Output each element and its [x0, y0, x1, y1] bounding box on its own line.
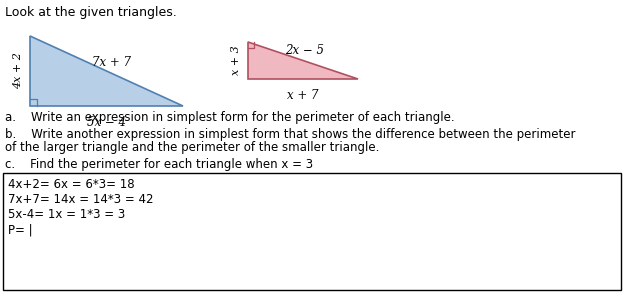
- Text: 5x − 4: 5x − 4: [87, 116, 126, 129]
- Text: P= |: P= |: [8, 223, 32, 236]
- Text: 7x+7= 14x = 14*3 = 42: 7x+7= 14x = 14*3 = 42: [8, 193, 154, 206]
- Text: of the larger triangle and the perimeter of the smaller triangle.: of the larger triangle and the perimeter…: [5, 141, 379, 154]
- Text: x + 7: x + 7: [287, 89, 319, 102]
- Text: Look at the given triangles.: Look at the given triangles.: [5, 6, 177, 19]
- Text: b.    Write another expression in simplest form that shows the difference betwee: b. Write another expression in simplest …: [5, 128, 575, 141]
- Text: 2x − 5: 2x − 5: [286, 44, 324, 57]
- Text: x + 3: x + 3: [231, 46, 241, 75]
- Text: 5x-4= 1x = 1*3 = 3: 5x-4= 1x = 1*3 = 3: [8, 208, 125, 221]
- Text: c.    Find the perimeter for each triangle when x = 3: c. Find the perimeter for each triangle …: [5, 158, 313, 171]
- Bar: [3, 173, 621, 290]
- Text: 4x + 2: 4x + 2: [13, 53, 23, 89]
- Text: 7x + 7: 7x + 7: [92, 56, 131, 69]
- Polygon shape: [30, 36, 183, 106]
- Polygon shape: [248, 42, 358, 79]
- Text: a.    Write an expression in simplest form for the perimeter of each triangle.: a. Write an expression in simplest form …: [5, 111, 455, 124]
- Text: 4x+2= 6x = 6*3= 18: 4x+2= 6x = 6*3= 18: [8, 178, 135, 191]
